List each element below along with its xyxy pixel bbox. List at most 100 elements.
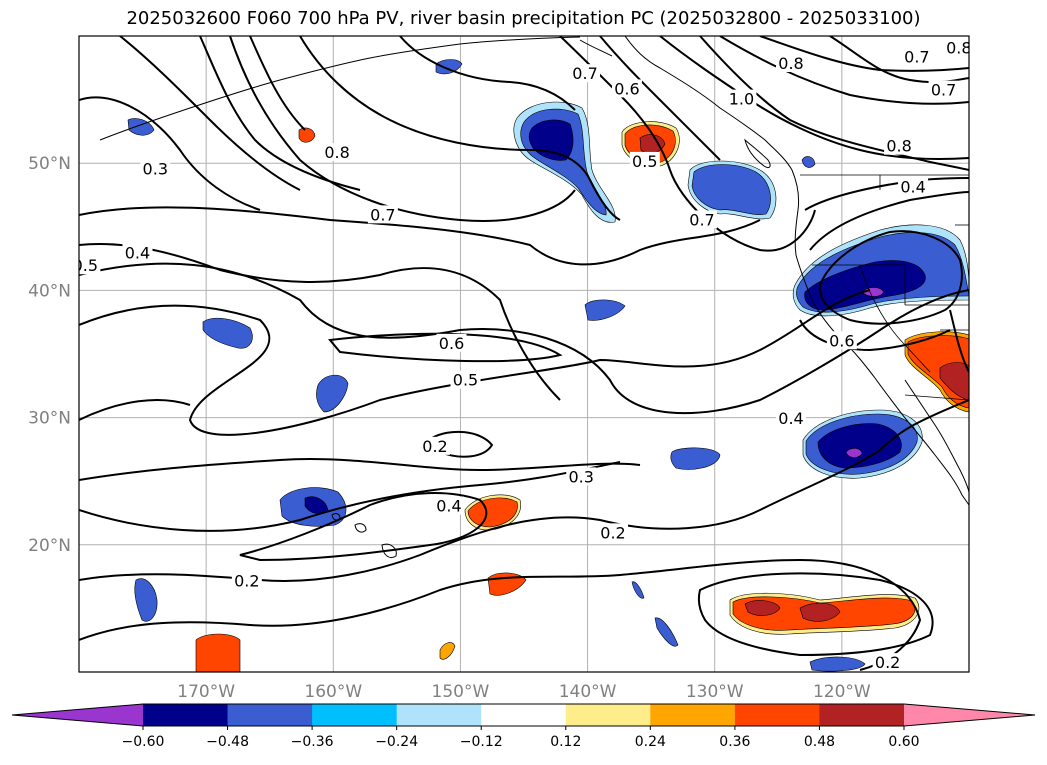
pv-contour-label: 0.2 — [875, 653, 900, 672]
pv-contour-line — [829, 36, 969, 84]
pv-contour-label-bg — [687, 210, 717, 229]
precip-negative-anomalies — [127, 59, 969, 672]
state-border — [812, 264, 906, 305]
pv-contour-line — [949, 309, 969, 373]
lon-tick-label: 120°W — [813, 682, 871, 702]
colorbar-segment — [819, 704, 905, 726]
coastlines — [99, 36, 969, 559]
pv-contour-line — [239, 492, 488, 562]
pv-contour-label: 0.8 — [324, 143, 349, 162]
state-boundaries — [800, 174, 969, 401]
pv-contour-label: 0.7 — [931, 81, 956, 100]
precip-blob — [845, 448, 863, 458]
pv-contour-label-bg — [140, 159, 171, 178]
pv-contour-line — [199, 36, 361, 191]
pv-contour-label-bg — [231, 571, 262, 590]
pv-contour-line — [79, 243, 561, 401]
colorbar-tick-label: −0.12 — [460, 734, 503, 750]
precip-blob — [584, 299, 626, 321]
pv-contour-label-bg — [436, 333, 467, 352]
pv-contour-line — [249, 36, 306, 131]
precip-blob — [467, 497, 518, 528]
pv-contour-label-bg — [726, 89, 757, 108]
pv-contour-label-bg — [884, 136, 915, 155]
pv-contour-line — [809, 191, 969, 251]
pv-contour-label: 0.6 — [829, 331, 854, 350]
colorbar-segment — [312, 704, 398, 726]
pv-contour-label-bg — [943, 38, 969, 57]
colorbar-segment — [227, 704, 313, 726]
pv-contour-label-bg — [322, 143, 353, 162]
pv-contour-label: 0.3 — [568, 467, 593, 486]
pv-contour-line — [79, 461, 621, 532]
pv-contour-label-bg — [901, 47, 932, 66]
lon-tick-label: 140°W — [559, 682, 617, 702]
colorbar: −0.60 −0.48 −0.36 −0.24 −0.12 0.12 0.24 0.36 0.4… — [11, 703, 1036, 750]
pv-contour-label-bg — [450, 370, 481, 389]
precip-blob — [439, 642, 456, 660]
pv-contour-line — [79, 262, 969, 415]
pv-contour-label-bg — [872, 653, 903, 672]
precip-blob — [817, 423, 902, 469]
baja-coast — [904, 379, 969, 493]
precip-blob — [316, 374, 349, 413]
pv-contour-line — [328, 332, 563, 363]
state-border — [859, 264, 931, 373]
pv-contour-label-bg — [570, 64, 601, 83]
precip-blob — [134, 578, 158, 622]
pv-contour-line — [719, 36, 969, 105]
colorbar-tick-label: −0.24 — [375, 734, 418, 750]
map-frame — [78, 35, 970, 673]
lat-tick-label: 50°N — [28, 154, 71, 174]
pv-contour-label: 1.0 — [729, 90, 754, 109]
colorbar-extend-high — [904, 704, 1035, 726]
pv-contour-line — [79, 206, 761, 266]
pv-contour-line — [697, 572, 934, 657]
pv-contour-label: 0.2 — [422, 437, 447, 456]
pv-contour-line — [79, 457, 641, 481]
pv-contour-label: 0.6 — [439, 334, 464, 353]
pv-contour-label-bg — [433, 496, 464, 515]
pv-contour-line — [119, 36, 301, 191]
north-america-coast — [624, 36, 969, 506]
pv-contour-line — [699, 36, 969, 171]
pv-contour-line — [599, 36, 721, 161]
pv-contour-label: 0.7 — [572, 64, 597, 83]
colorbar-tick-label: −0.36 — [291, 734, 334, 750]
precip-blob — [801, 156, 816, 168]
precip-blob — [435, 59, 463, 75]
precip-blob — [799, 602, 841, 622]
colorbar-segment — [143, 704, 229, 726]
pv-contour-label: 0.4 — [778, 409, 803, 428]
colorbar-segment — [396, 704, 482, 726]
precip-blob — [670, 447, 721, 470]
pv-contour-label-bg — [367, 205, 398, 224]
colorbar-tick-label: −0.60 — [122, 734, 165, 750]
island-chain — [579, 39, 613, 57]
pv-contour-label: 0.4 — [900, 177, 925, 196]
pv-contour-label-bg — [776, 53, 806, 72]
lon-tick-label: 150°W — [432, 682, 490, 702]
lon-tick-label: 130°W — [686, 682, 744, 702]
pv-contour-labels: 0.2 0.2 0.2 0.2 0.3 0.3 0.4 0.4 0.4 0.4 0.5 0.5 0.5 0… — [79, 38, 971, 672]
pv-contour-label: 0.7 — [904, 48, 929, 67]
pv-contour-label: 0.8 — [946, 39, 971, 58]
colorbar-tick-label: 0.60 — [888, 734, 919, 750]
pv-contour-label: 0.3 — [143, 160, 168, 179]
pv-contour-line — [229, 36, 576, 222]
hawaii-islands — [331, 513, 341, 521]
us-mexico-border — [904, 394, 969, 401]
chart-title: 2025032600 F060 700 hPa PV, river basin … — [126, 8, 921, 29]
pv-contour-label: 0.2 — [600, 523, 625, 542]
pv-contour-label-bg — [598, 523, 628, 542]
precip-blob — [202, 317, 253, 349]
pv-contour-label: 0.8 — [886, 137, 911, 156]
precip-blob — [809, 656, 866, 672]
precip-blob — [654, 617, 679, 647]
lat-tick-label: 40°N — [28, 281, 71, 301]
colorbar-segment — [565, 704, 651, 726]
axis-tick-labels: 170°W 160°W 150°W 140°W 130°W 120°W 20°N 30°N 40… — [28, 154, 871, 702]
colorbar-tick-label: 0.24 — [635, 734, 666, 750]
pv-contours — [79, 36, 969, 671]
pv-contour-label: 0.4 — [436, 497, 461, 516]
